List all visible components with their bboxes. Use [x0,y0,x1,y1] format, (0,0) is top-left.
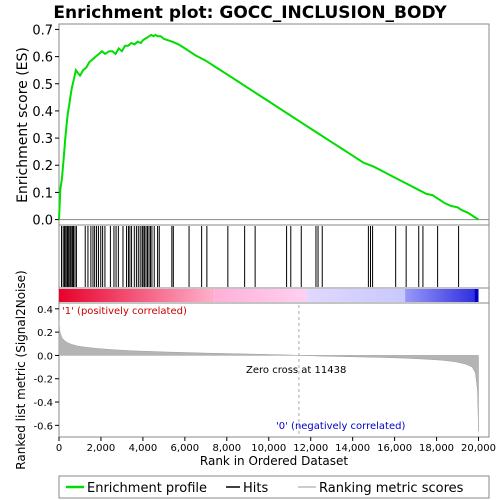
legend-label: Enrichment profile [87,481,207,496]
x-tick-label: 0 [56,443,62,454]
metric-tick-label: 0.0 [37,351,53,362]
x-axis-label: Rank in Ordered Dataset [200,454,348,468]
es-tick-label: 0.1 [32,186,53,201]
chart-title: Enrichment plot: GOCC_INCLUSION_BODY [53,3,447,23]
es-tick-label: 0.3 [32,132,53,147]
legend-label: Ranking metric scores [319,481,464,496]
hits-panel [58,224,490,289]
x-tick-label: 16,000 [377,443,412,454]
hits-panel-frame [58,224,490,289]
x-tick-label: 12,000 [293,443,328,454]
x-tick-label: 4,000 [129,443,158,454]
metric-tick-label: -0.4 [33,398,53,409]
hit-lines-group [61,226,460,287]
metric-tick-label: -0.2 [33,375,53,386]
metric-tick-label: -0.6 [33,421,53,432]
x-tick-label: 6,000 [171,443,200,454]
es-curve-group [58,33,480,221]
legend-label: Hits [243,481,268,496]
es-tick-label: 0.5 [32,78,53,93]
gradient-segments [59,289,479,302]
gradient-segment [474,289,479,302]
negative-correlation-label: '0' (negatively correlated) [276,421,405,432]
x-tick-label: 20,000 [461,443,496,454]
x-tick-label: 10,000 [251,443,286,454]
metric-axis-label: Ranked list metric (Signal2Noise) [14,270,28,469]
es-tick-label: 0.7 [32,23,53,38]
es-curve-line [58,33,480,221]
metric-area-group [58,320,479,432]
ranking-metric-area [58,320,479,432]
es-tick-label: 0.4 [32,105,53,120]
gradient-segment [214,289,307,302]
metric-tick-label: 0.2 [37,328,53,339]
zero-cross-label: Zero cross at 11438 [246,365,346,376]
es-tick-label: 0.6 [32,51,53,66]
x-tick-label: 2,000 [87,443,116,454]
legend-items: Enrichment profile Hits Ranking metric sco… [66,481,464,496]
gradient-segment [405,289,475,302]
x-tick-label: 8,000 [212,443,241,454]
es-tick-label: 0.0 [32,214,53,229]
x-tick-label: 14,000 [335,443,370,454]
es-panel-frame [58,23,490,226]
metric-panel-frame [58,302,490,438]
x-tick-label: 18,000 [419,443,454,454]
es-tick-label: 0.2 [32,159,53,174]
legend-box [58,475,490,499]
gradient-segment [59,289,215,302]
metric-tick-label: 0.4 [37,305,53,316]
es-axis-label: Enrichment score (ES) [15,47,31,203]
x-axis-ticks: 0 2,000 4,000 6,000 8,000 10,000 12,000 14,000 1… [56,437,496,454]
metric-panel: -0.6 -0.4 -0.2 0.0 0.2 0.4 0 2,000 4,000 6,000 8,… [14,270,496,469]
es-axis-ticks: 0.0 0.1 0.2 0.3 0.4 0.5 0.6 0.7 [32,23,59,229]
ranking-gradient-bar [58,287,490,304]
legend: Enrichment profile Hits Ranking metric sco… [58,475,490,499]
metric-axis-ticks: -0.6 -0.4 -0.2 0.0 0.2 0.4 [33,305,59,432]
positive-correlation-label: '1' (positively correlated) [62,306,187,317]
es-panel: 0.0 0.1 0.2 0.3 0.4 0.5 0.6 0.7 Enrichment scor… [15,23,490,229]
gradient-segment [306,289,406,302]
